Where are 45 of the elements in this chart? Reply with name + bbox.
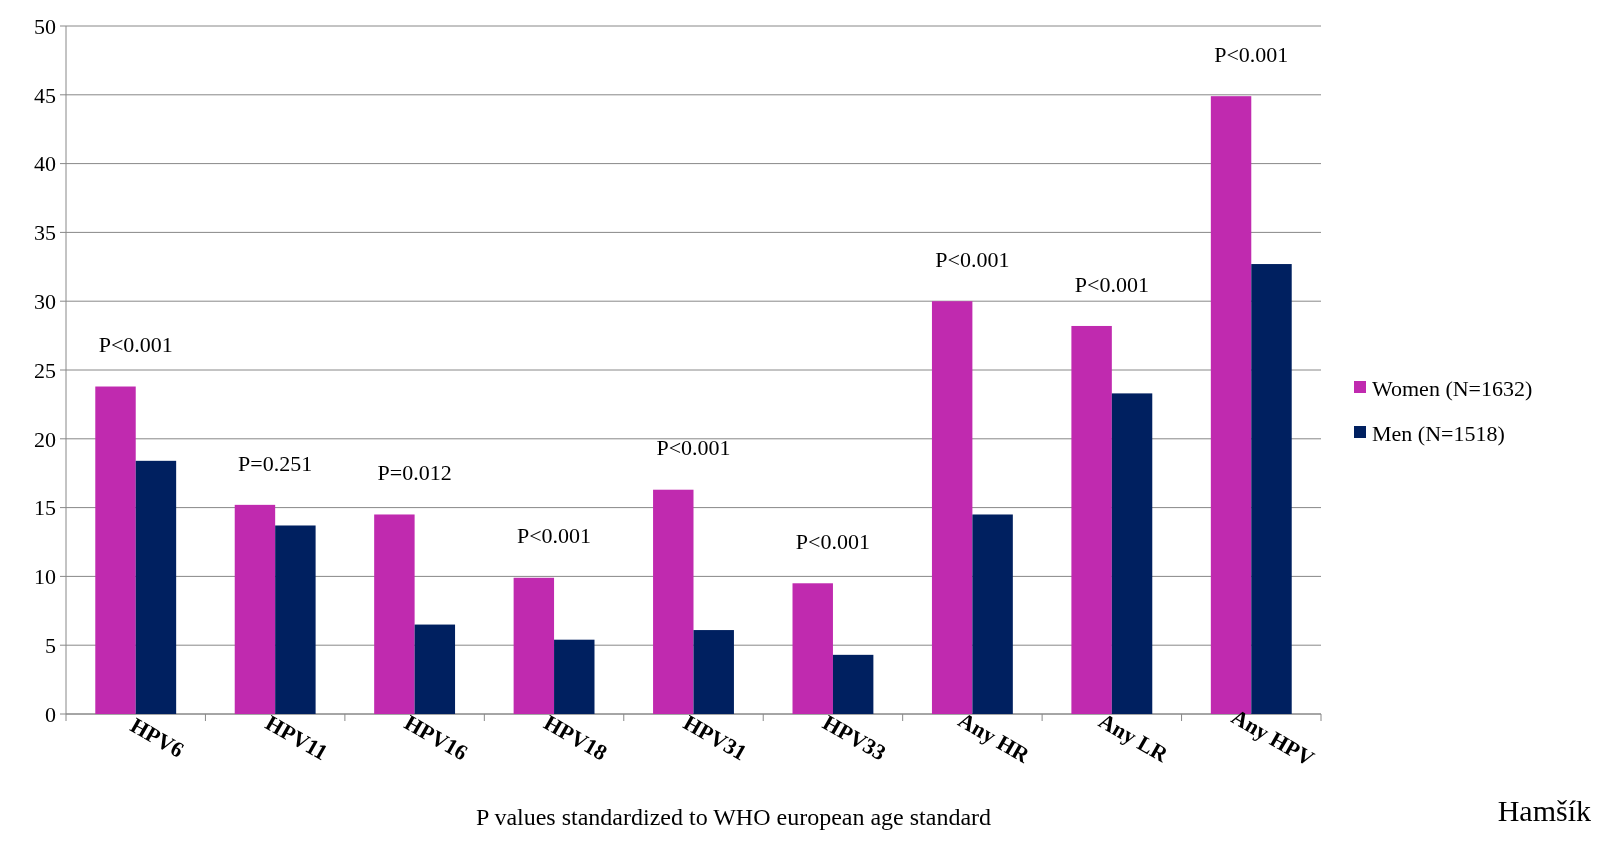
annotation: P<0.001 [795, 528, 871, 554]
bar [1251, 264, 1292, 714]
bar [374, 514, 415, 714]
bar [135, 460, 177, 714]
annotation: P<0.001 [516, 523, 592, 549]
bar [414, 624, 456, 714]
bar [95, 386, 136, 714]
bar [234, 504, 276, 714]
bar [792, 583, 833, 714]
y-tick-label: 10 [34, 564, 56, 590]
y-tick-label: 15 [34, 495, 56, 521]
bar [513, 577, 555, 714]
y-tick-label: 40 [34, 151, 56, 177]
annotation: P<0.001 [1074, 271, 1149, 297]
y-tick-label: 20 [34, 426, 56, 452]
y-tick-label: 0 [45, 701, 56, 727]
y-tick-label: 50 [34, 13, 56, 39]
x-axis-title: P values standardized to WHO european age standard [475, 804, 992, 830]
annotation: P=0.251 [238, 450, 313, 476]
y-tick-label: 35 [34, 220, 56, 246]
bar [275, 525, 316, 714]
annotation: P<0.001 [935, 246, 1010, 272]
annotation: P<0.001 [656, 435, 731, 461]
y-tick-label: 45 [34, 82, 56, 108]
bar [1210, 96, 1252, 714]
bar [653, 489, 694, 714]
bar [832, 654, 874, 714]
bar [1111, 393, 1153, 714]
annotation: P=0.012 [377, 460, 452, 486]
x-tick-label: Any HR [954, 707, 1035, 769]
annotation: P<0.001 [1214, 41, 1289, 67]
bar [1071, 325, 1112, 714]
x-tick-label: Any HPV [1227, 703, 1319, 772]
bar [931, 301, 973, 714]
bar [972, 514, 1013, 714]
x-tick-label: Any LR [1094, 707, 1174, 768]
y-tick-label: 25 [34, 357, 56, 383]
bar [554, 639, 595, 714]
annotation: P<0.001 [98, 332, 173, 358]
y-tick-label: 30 [34, 288, 56, 314]
y-tick-label: 5 [45, 632, 56, 658]
bar [693, 630, 734, 714]
legend-label: Women (N=1632) [1372, 375, 1533, 401]
text: Hamšík [1497, 794, 1591, 827]
legend-label: Men (N=1518) [1372, 420, 1505, 446]
